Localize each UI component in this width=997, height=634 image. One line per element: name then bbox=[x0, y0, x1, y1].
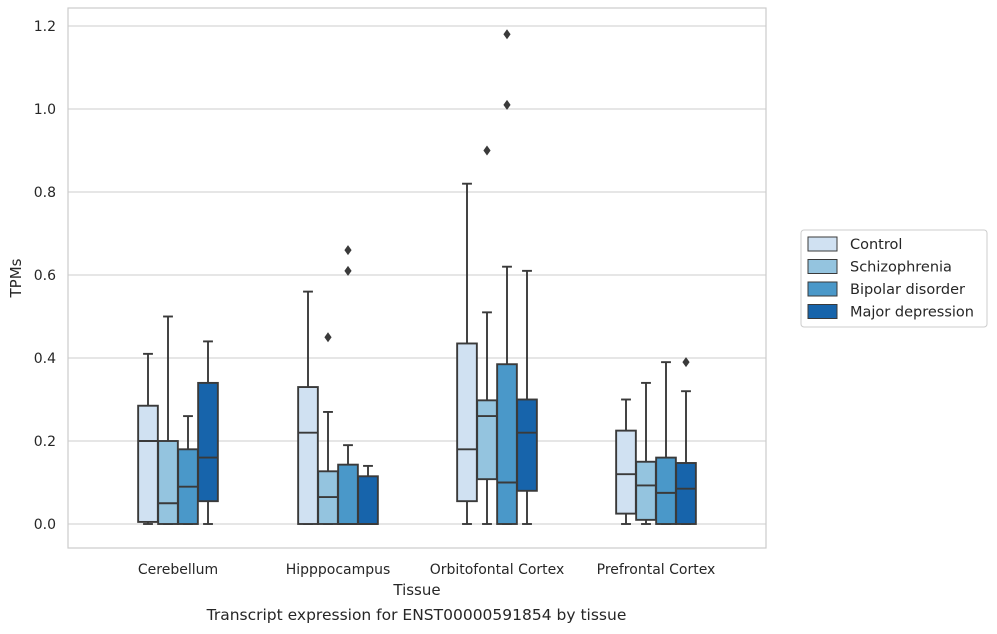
x-tick-label: Cerebellum bbox=[138, 562, 218, 578]
box-bipolar-disorder bbox=[655, 361, 677, 525]
legend-frame bbox=[800, 229, 988, 328]
box-schizophrenia bbox=[476, 145, 498, 525]
box-iqr bbox=[516, 398, 538, 492]
outlier-point bbox=[503, 29, 511, 40]
box-iqr bbox=[496, 363, 518, 525]
outlier-point bbox=[503, 99, 511, 110]
box-bipolar-disorder bbox=[177, 415, 199, 525]
box-schizophrenia bbox=[635, 381, 657, 525]
box-schizophrenia bbox=[157, 315, 179, 525]
x-tick-labels: Cerebellum Hipppocampus Orbitofontal Corte… bbox=[138, 562, 715, 578]
box-iqr bbox=[615, 429, 637, 515]
legend-label: Control bbox=[850, 237, 902, 253]
x-axis-label: Tissue bbox=[392, 581, 440, 599]
gridlines bbox=[68, 25, 766, 525]
box-schizophrenia bbox=[317, 332, 339, 525]
y-tick-label: 0.0 bbox=[34, 517, 56, 533]
y-tick-label: 1.0 bbox=[34, 102, 56, 118]
box-major-depression bbox=[516, 269, 538, 525]
box-major-depression bbox=[197, 340, 219, 525]
x-tick-label: Hipppocampus bbox=[286, 562, 391, 578]
box-iqr bbox=[476, 399, 498, 481]
y-tick-label: 0.4 bbox=[34, 351, 56, 367]
x-tick-label: Orbitofontal Cortex bbox=[430, 562, 565, 578]
box-iqr bbox=[655, 456, 677, 525]
outlier-point bbox=[483, 145, 491, 156]
legend-swatch bbox=[807, 236, 838, 252]
box-iqr bbox=[456, 342, 478, 503]
legend-label: Major depression bbox=[850, 305, 974, 321]
box-control bbox=[137, 352, 159, 525]
y-tick-labels: 0.0 0.2 0.4 0.6 0.8 1.0 1.2 bbox=[34, 19, 56, 533]
legend-label: Schizophrenia bbox=[850, 260, 952, 276]
y-axis-label: TPMs bbox=[7, 258, 25, 298]
legend-swatch bbox=[807, 259, 838, 274]
box-control bbox=[297, 290, 319, 525]
box-major-depression bbox=[675, 357, 697, 525]
box-control bbox=[615, 398, 637, 525]
box-iqr bbox=[337, 463, 359, 525]
box-iqr bbox=[297, 386, 319, 525]
legend-label: Bipolar disorder bbox=[850, 282, 965, 298]
outlier-point bbox=[682, 357, 690, 368]
legend-swatch bbox=[807, 281, 838, 297]
legend-swatch bbox=[807, 304, 838, 319]
chart-caption: Transcript expression for ENST0000059185… bbox=[206, 606, 627, 624]
y-tick-label: 0.2 bbox=[34, 434, 56, 450]
box-bipolar-disorder bbox=[496, 29, 518, 525]
y-tick-label: 1.2 bbox=[34, 19, 56, 35]
box-iqr bbox=[357, 475, 379, 525]
legend: Control Schizophrenia Bipolar disorder Majo… bbox=[800, 229, 988, 328]
outlier-point bbox=[344, 265, 352, 276]
plot-frame bbox=[67, 7, 767, 549]
box-major-depression bbox=[357, 464, 379, 525]
box-groups bbox=[137, 29, 697, 525]
y-tick-label: 0.6 bbox=[34, 268, 56, 284]
outlier-point bbox=[344, 245, 352, 256]
y-tick-label: 0.8 bbox=[34, 185, 56, 201]
box-iqr bbox=[157, 440, 179, 525]
box-control bbox=[456, 182, 478, 525]
box-iqr bbox=[675, 462, 697, 525]
x-tick-label: Prefrontal Cortex bbox=[597, 562, 716, 578]
box-bipolar-disorder bbox=[337, 245, 359, 525]
outlier-point bbox=[324, 332, 332, 343]
box-iqr bbox=[137, 404, 159, 523]
box-iqr bbox=[635, 460, 657, 521]
box-iqr bbox=[197, 381, 219, 503]
